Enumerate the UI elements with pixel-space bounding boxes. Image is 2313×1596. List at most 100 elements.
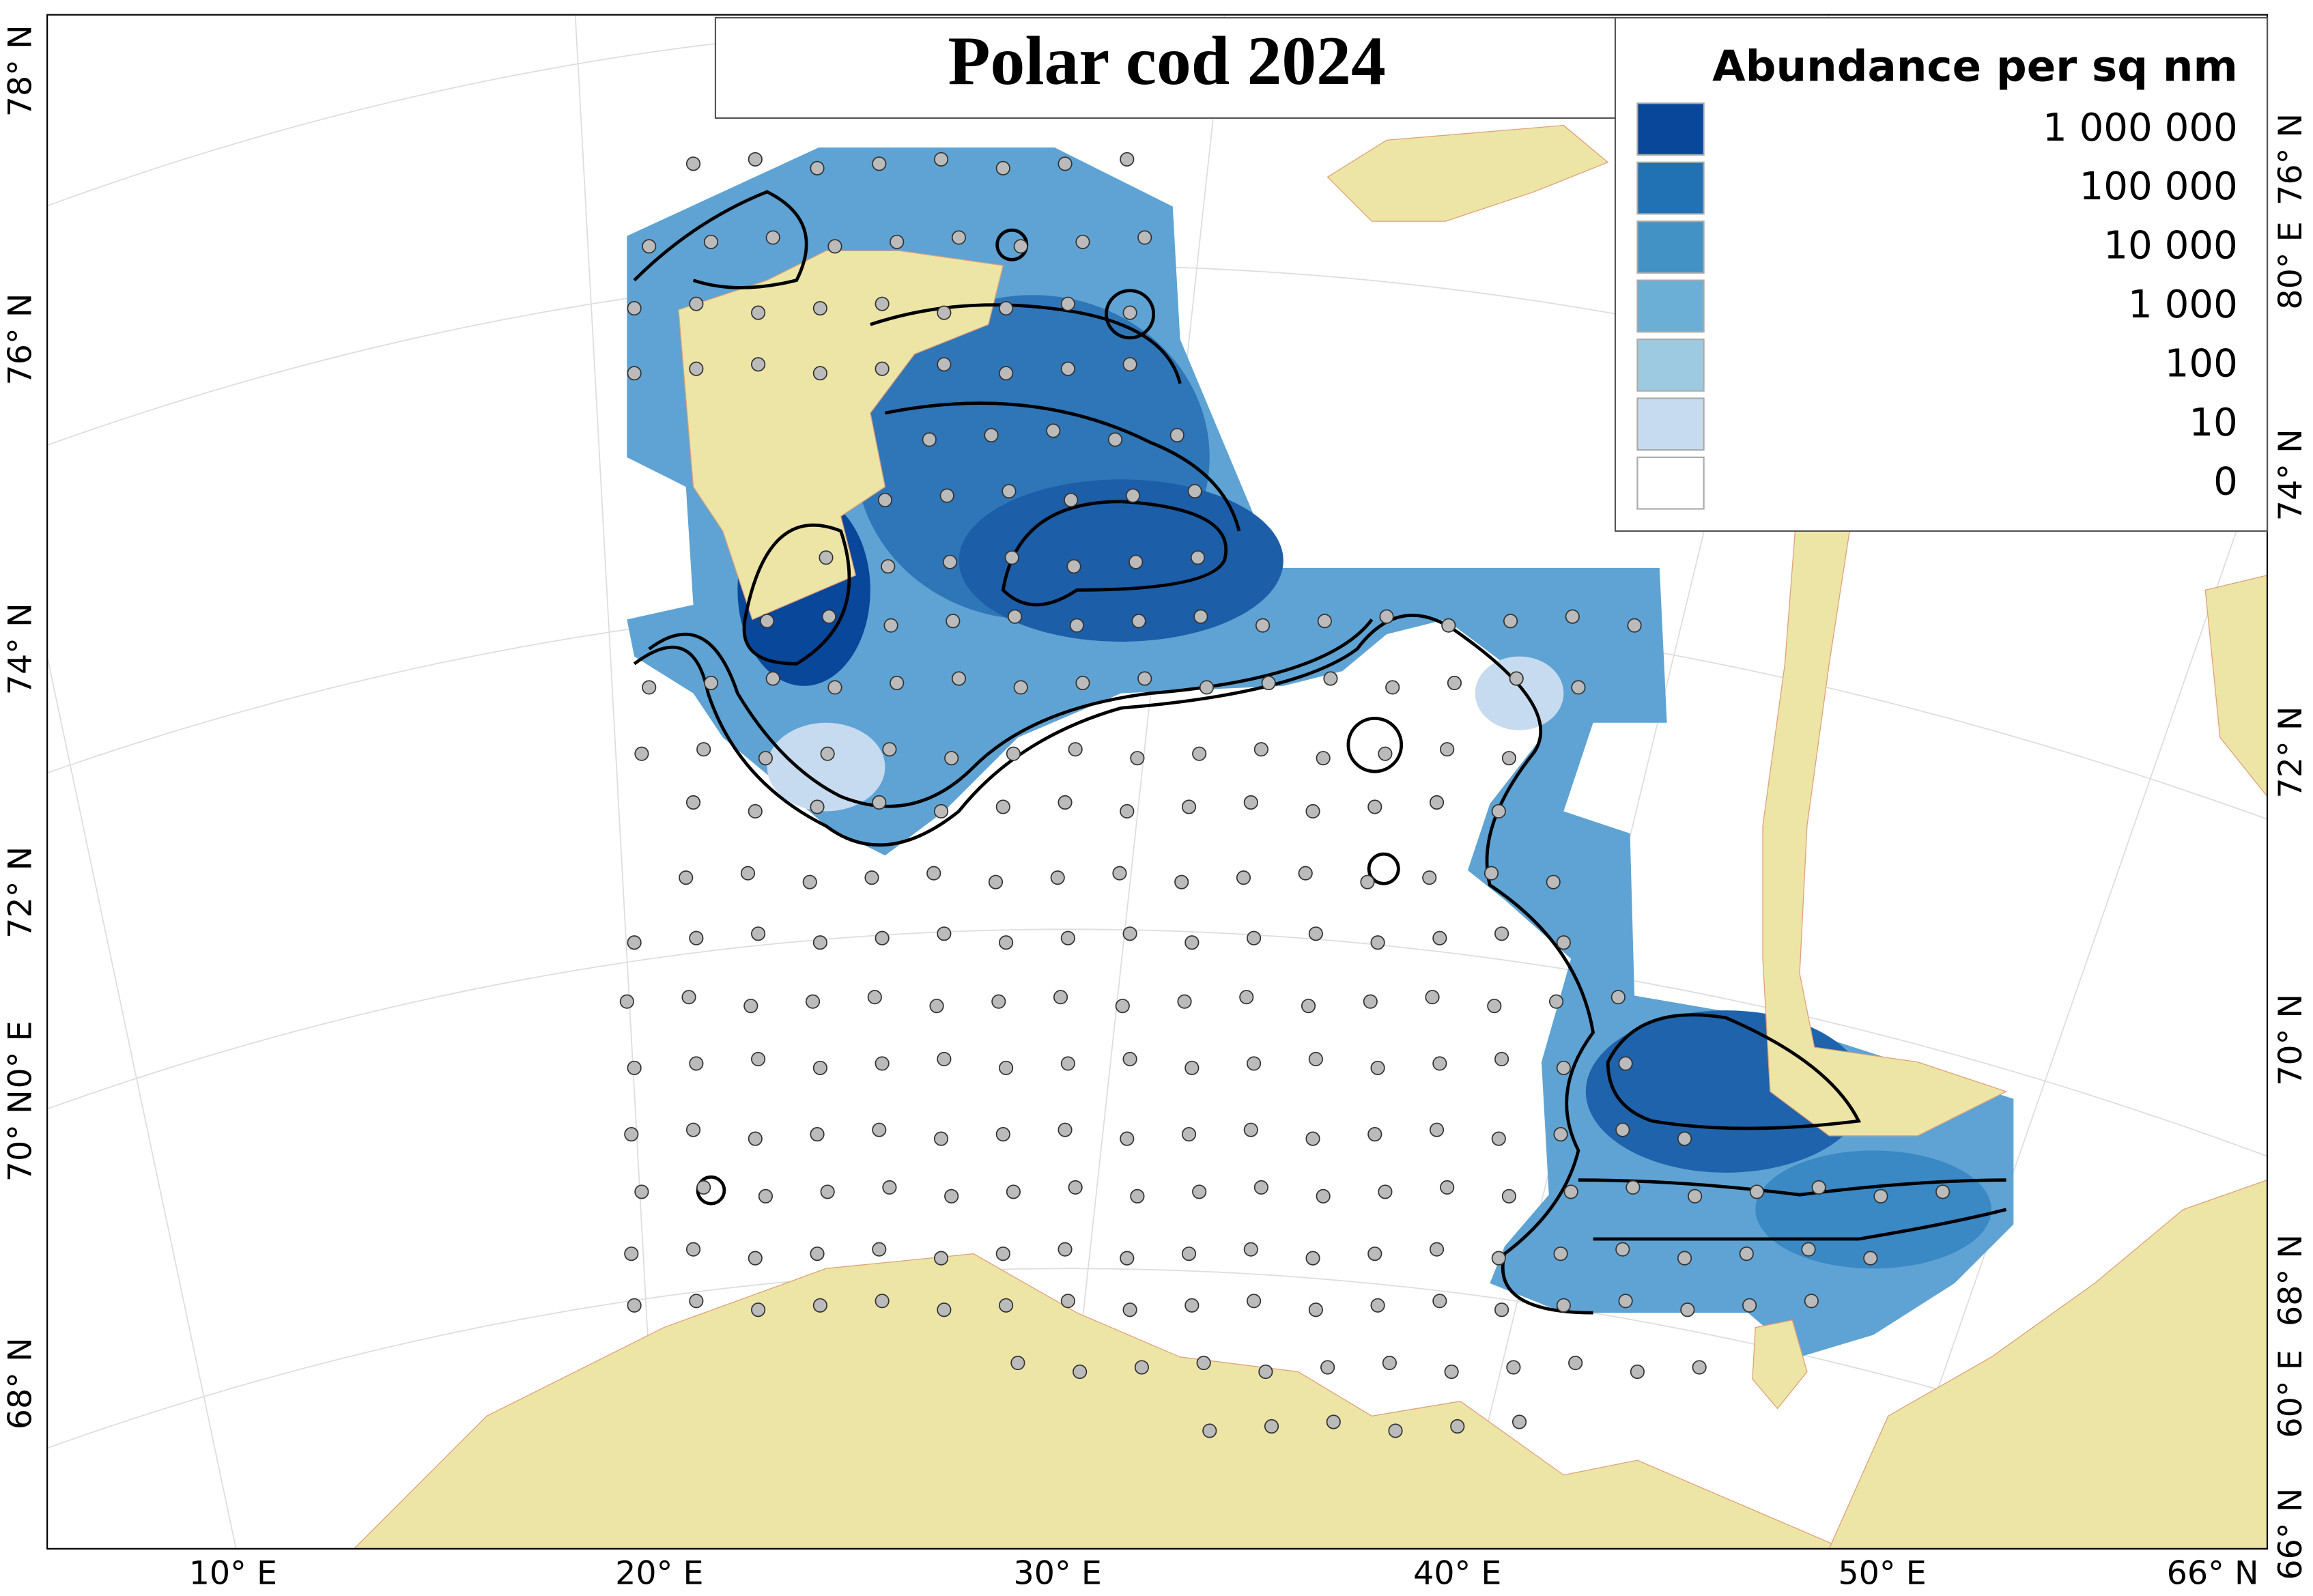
legend-label: 10 [2189, 401, 2237, 445]
station [1120, 803, 1135, 819]
station [1484, 866, 1499, 881]
station [1064, 492, 1079, 508]
station [937, 926, 952, 941]
axis-labels: 10° E 20° E 30° E 40° E 50° E 66° N 78° N 76° N… [1, 25, 2309, 1592]
station [627, 366, 642, 381]
station [751, 1302, 766, 1317]
station [812, 935, 827, 950]
station [1261, 675, 1276, 691]
station [1131, 614, 1146, 629]
station [1378, 746, 1393, 761]
station [751, 305, 766, 320]
station [1556, 1298, 1571, 1313]
station [821, 609, 836, 624]
station [1548, 994, 1564, 1009]
station [1122, 1051, 1137, 1067]
station [1494, 926, 1509, 941]
station [995, 1246, 1010, 1262]
station [1429, 1242, 1445, 1257]
station [1060, 1056, 1075, 1071]
station [1060, 1294, 1075, 1309]
station [1199, 680, 1215, 695]
station [1060, 296, 1075, 311]
station [1370, 935, 1385, 950]
station [642, 680, 657, 695]
station [1367, 1246, 1382, 1262]
station [1308, 1302, 1323, 1317]
station [758, 751, 773, 766]
station [937, 1302, 952, 1317]
station [743, 999, 758, 1014]
station [942, 554, 958, 569]
station [679, 870, 694, 885]
station [805, 994, 821, 1009]
station [872, 1242, 887, 1257]
station [999, 1298, 1014, 1313]
station [1308, 926, 1323, 941]
station [810, 1127, 825, 1142]
station [748, 803, 763, 819]
station [999, 301, 1014, 316]
station [1243, 1242, 1258, 1257]
station [1002, 483, 1017, 499]
station [1556, 935, 1571, 950]
station [1253, 1180, 1268, 1195]
station [740, 866, 756, 881]
station [1013, 680, 1028, 695]
station [875, 1294, 890, 1309]
station [933, 1131, 949, 1146]
station [1873, 1188, 1888, 1203]
station [1506, 1360, 1521, 1375]
station [933, 1251, 949, 1266]
station [1075, 234, 1090, 249]
station [681, 990, 696, 1005]
station [1444, 1364, 1459, 1380]
station [1367, 799, 1382, 814]
legend-label: 0 [2213, 459, 2238, 504]
station [1120, 1251, 1135, 1266]
station [1301, 999, 1316, 1014]
bottom-label: 30° E [1014, 1555, 1102, 1593]
station [810, 160, 825, 175]
station [1137, 230, 1152, 245]
legend-box [1614, 16, 2269, 532]
station [1184, 1060, 1200, 1075]
station [765, 671, 780, 686]
station [1626, 1180, 1641, 1195]
station [1058, 156, 1073, 171]
station [812, 301, 827, 316]
station [1253, 742, 1268, 757]
station [812, 1060, 827, 1075]
legend-swatch [1636, 338, 1705, 392]
station [1935, 1184, 1950, 1199]
station [995, 160, 1010, 175]
legend-label: 100 000 [2080, 165, 2238, 209]
station [1058, 1122, 1073, 1137]
station [951, 671, 967, 686]
station [1069, 618, 1084, 633]
left-label: 76° N [1, 294, 39, 386]
station [1680, 1302, 1695, 1317]
station [642, 239, 657, 254]
legend-swatch [1636, 279, 1705, 333]
station [1239, 990, 1254, 1005]
station [1060, 361, 1075, 376]
station [1075, 675, 1090, 691]
station [1618, 1056, 1633, 1071]
legend-swatch [1636, 102, 1705, 156]
bottom-label: 10° E [189, 1555, 277, 1593]
station [883, 618, 898, 633]
map-body [47, 14, 2268, 1549]
legend-swatch [1636, 397, 1705, 451]
station [1320, 1360, 1335, 1375]
station [984, 427, 999, 443]
station [1429, 1122, 1445, 1137]
station [1050, 870, 1065, 885]
station [689, 361, 704, 376]
station [875, 296, 890, 311]
station [1236, 870, 1251, 885]
station [1501, 1188, 1516, 1203]
station [999, 935, 1014, 950]
station [864, 870, 879, 885]
station [1134, 1360, 1149, 1375]
